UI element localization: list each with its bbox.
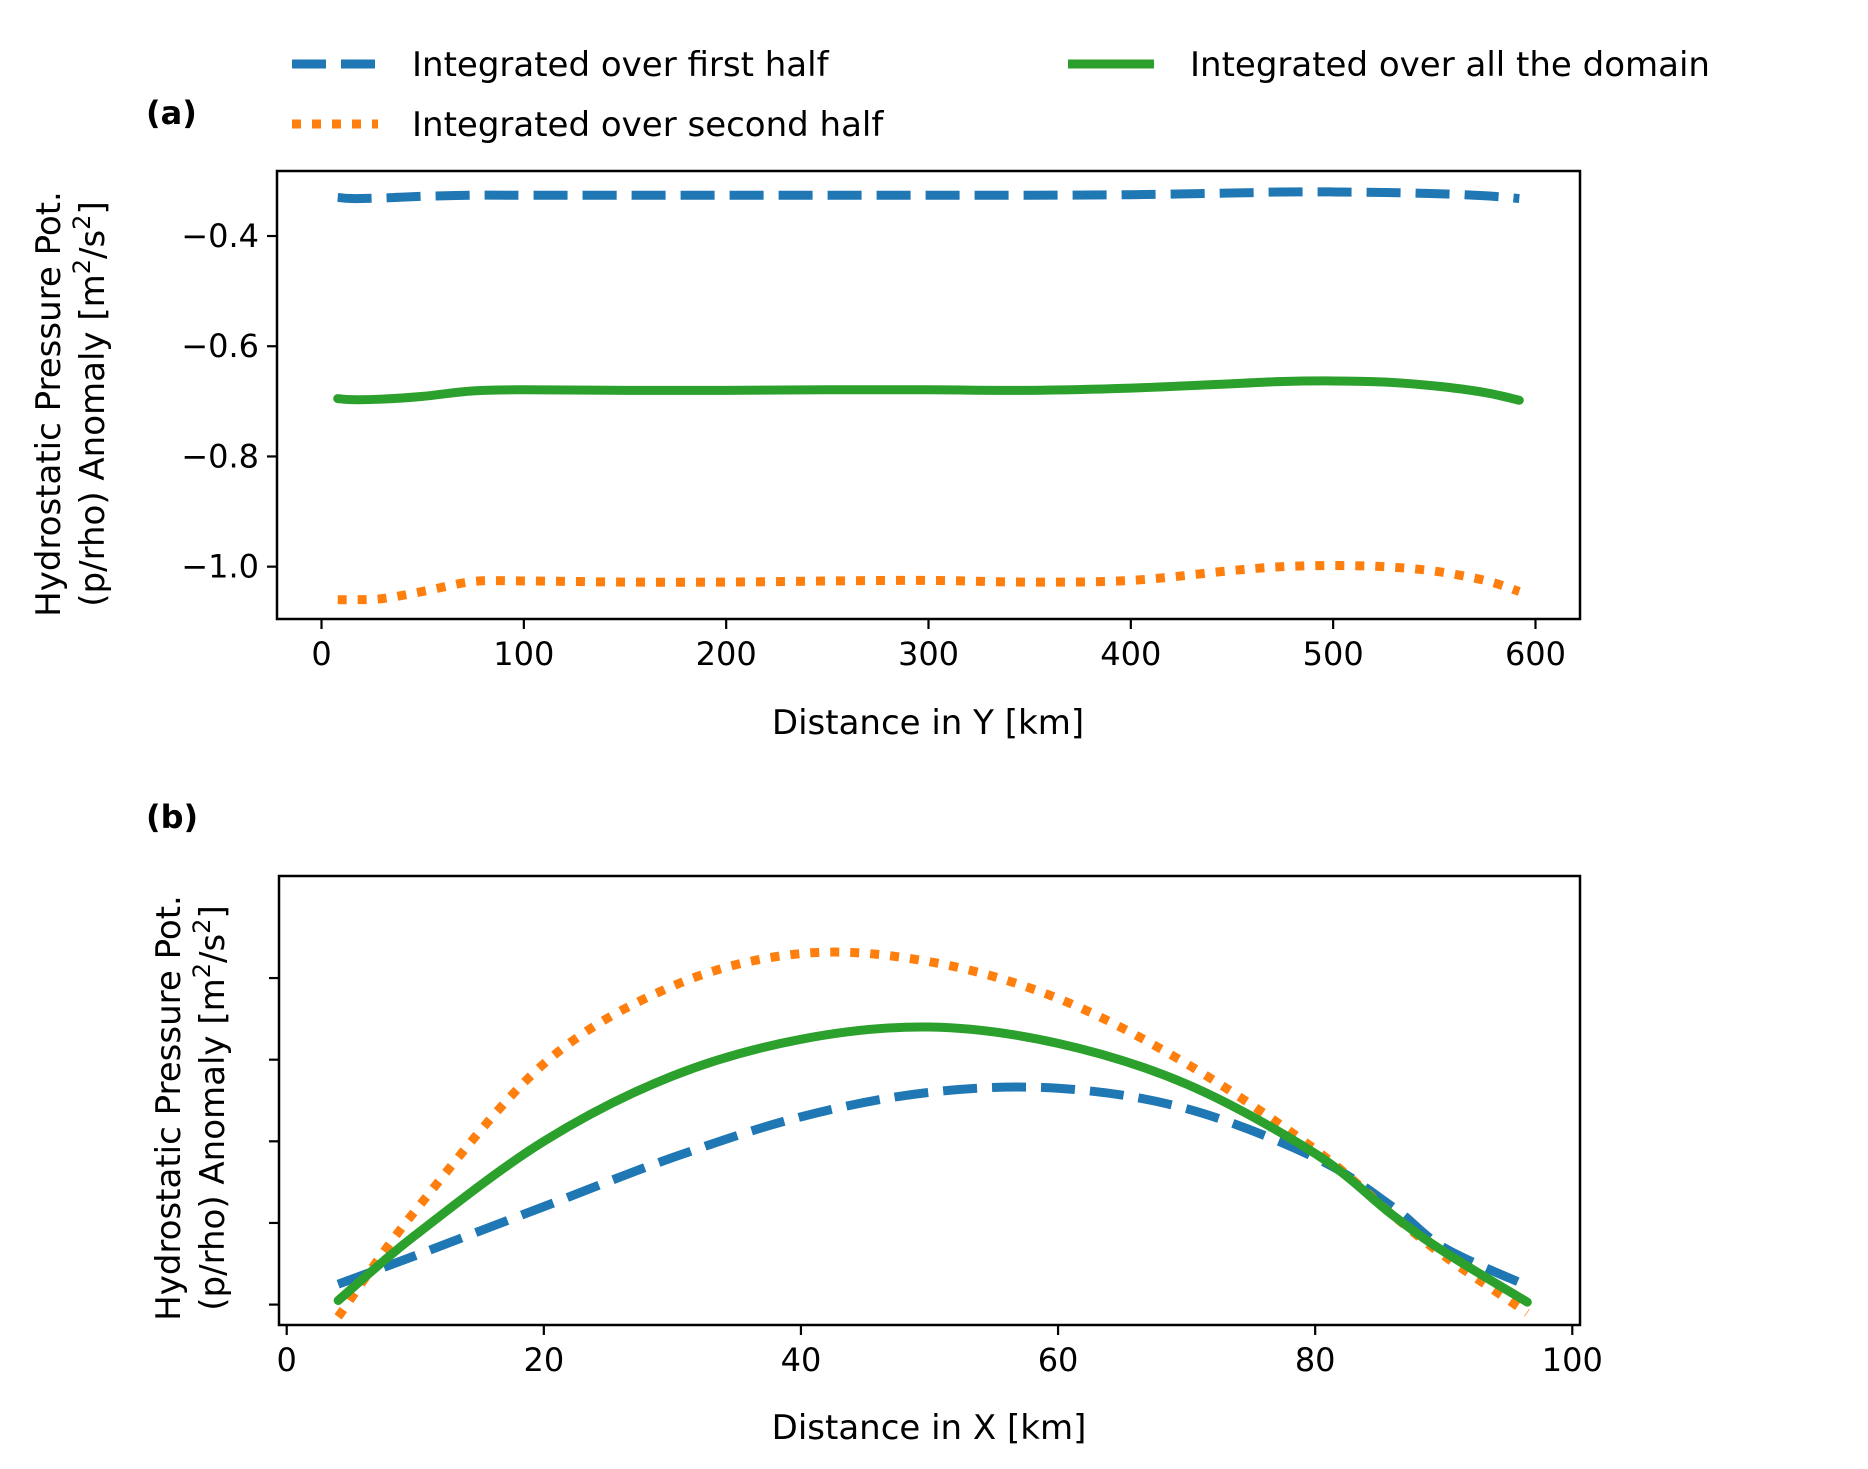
panel-b-xtick-label: 0	[277, 1341, 297, 1379]
panel-a-xtick-label: 600	[1505, 635, 1566, 673]
panel-a-ytick-label: −0.8	[181, 437, 259, 475]
panel-a-ylabel-line2: (p/rho) Anomaly [m2/s2]	[68, 201, 113, 606]
panel-b: (b) Hydrostatic Pressure Pot. (p/rho) An…	[146, 798, 1603, 1448]
panel-a-xtick-label: 500	[1303, 635, 1364, 673]
panel-a-axes-frame	[275, 169, 1582, 621]
panel-b-xtick-label: 20	[523, 1341, 564, 1379]
panel-a-xtick-label: 0	[311, 635, 331, 673]
panel-a-ytick-label: −0.4	[181, 217, 259, 255]
panel-a-line-second-half	[337, 561, 1521, 605]
panel-a-label: (a)	[146, 94, 197, 132]
panel-a-xtick-label: 400	[1100, 635, 1161, 673]
panel-b-line-first-half	[336, 1082, 1530, 1290]
panel-a-xtick-label: 100	[493, 635, 554, 673]
panel-b-series-lines	[333, 947, 1532, 1320]
panel-b-line-all-domain	[333, 1022, 1532, 1307]
panel-b-ylabel: Hydrostatic Pressure Pot. (p/rho) Anomal…	[149, 895, 233, 1321]
legend-label-first-half: Integrated over first half	[412, 45, 830, 85]
legend: Integrated over first half Integrated ov…	[292, 45, 1710, 145]
panel-a: (a) Hydrostatic Pressure Pot. (p/rho) An…	[29, 94, 1582, 743]
panel-b-ylabel-line1: Hydrostatic Pressure Pot.	[149, 895, 189, 1321]
panel-b-xtick-label: 60	[1038, 1341, 1079, 1379]
panel-b-line-second-half	[334, 947, 1530, 1320]
panel-b-ticks: 0 20 40 60 80 100	[269, 976, 1603, 1379]
panel-a-series-lines	[333, 187, 1524, 605]
legend-label-second-half: Integrated over second half	[412, 105, 884, 145]
panel-a-line-first-half	[337, 187, 1520, 204]
legend-label-all-domain: Integrated over all the domain	[1190, 45, 1710, 85]
panel-b-label: (b)	[146, 798, 198, 836]
panel-a-xtick-label: 200	[696, 635, 757, 673]
panel-b-xtick-label: 80	[1295, 1341, 1336, 1379]
panel-a-line-all-domain	[333, 376, 1524, 405]
panel-b-ylabel-line2: (p/rho) Anomaly [m2/s2]	[188, 905, 233, 1310]
panel-a-ylabel: Hydrostatic Pressure Pot. (p/rho) Anomal…	[29, 191, 113, 617]
panel-b-axes-frame	[277, 874, 1582, 1327]
panel-a-ylabel-line1: Hydrostatic Pressure Pot.	[29, 191, 69, 617]
panel-b-xtick-label: 40	[781, 1341, 822, 1379]
panel-a-xtick-label: 300	[898, 635, 959, 673]
panel-a-xlabel: Distance in Y [km]	[772, 703, 1084, 743]
panel-b-xtick-label: 100	[1542, 1341, 1603, 1379]
panel-a-ytick-label: −1.0	[181, 548, 259, 586]
panel-a-ticks: 0 100 200 300 400 500 600 −1.0 −0.8 −0.6 −0.4	[181, 217, 1566, 673]
panel-a-ytick-label: −0.6	[181, 327, 259, 365]
panel-b-xlabel: Distance in X [km]	[772, 1408, 1087, 1448]
